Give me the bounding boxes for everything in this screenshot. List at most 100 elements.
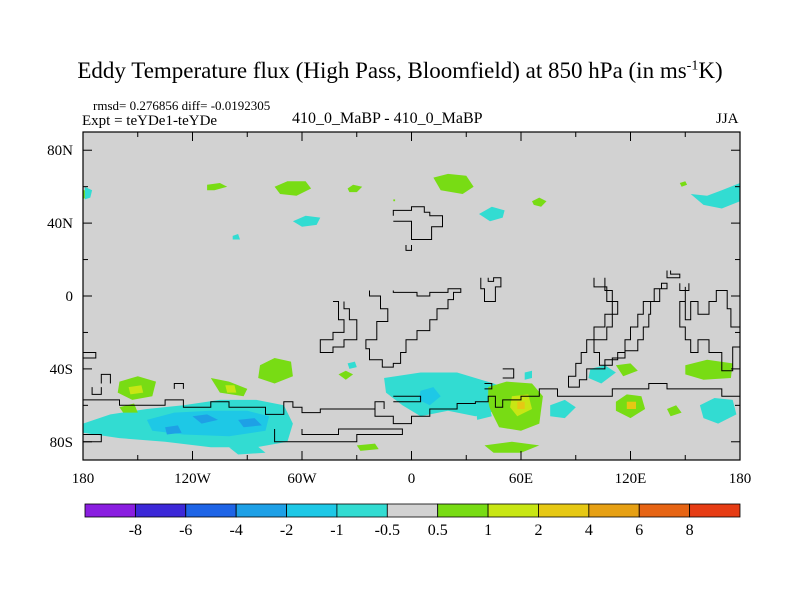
contour-region xyxy=(615,363,638,377)
colorbar-label: 2 xyxy=(534,522,542,539)
contour-region xyxy=(128,385,144,395)
season-label: JJA xyxy=(716,111,739,127)
land-outline xyxy=(679,286,740,372)
x-tick-label: 60E xyxy=(509,471,533,487)
colorbar-label: -0.5 xyxy=(375,522,400,539)
contour-region xyxy=(84,186,93,200)
land-outline xyxy=(392,206,443,240)
contour-region xyxy=(699,398,737,424)
contour-region xyxy=(690,183,740,209)
land-outline xyxy=(480,277,502,302)
contour-region xyxy=(207,183,228,191)
x-tick-label: 180 xyxy=(72,471,95,487)
land-outline xyxy=(100,373,111,384)
contour-region xyxy=(232,234,240,240)
land-outline xyxy=(365,288,462,368)
land-outline xyxy=(173,383,184,389)
colorbar-label: 4 xyxy=(585,522,593,539)
colorbar-swatch xyxy=(235,503,287,518)
contour-region xyxy=(393,199,396,202)
contour-region xyxy=(588,365,616,384)
land-outline xyxy=(83,434,102,443)
contour-region xyxy=(292,215,321,227)
colorbar-swatch xyxy=(588,503,640,518)
contour-region xyxy=(347,184,363,193)
run-label: 410_0_MaBP - 410_0_MaBP xyxy=(292,110,483,127)
contour-region xyxy=(517,401,525,409)
y-tick-label: 40N xyxy=(47,216,73,232)
contour-region xyxy=(484,441,540,453)
colorbar-swatch xyxy=(84,503,136,518)
land-outline xyxy=(484,383,493,390)
y-tick-label: 0 xyxy=(66,289,74,305)
contour-region xyxy=(626,401,636,409)
experiment-label: Expt = teYDe1-teYDe xyxy=(82,113,218,129)
land-outline xyxy=(83,352,97,359)
colorbar-swatch xyxy=(638,503,691,518)
x-tick-label: 120W xyxy=(174,471,212,487)
land-outline xyxy=(679,283,690,291)
land-outline xyxy=(83,383,740,425)
land-outline xyxy=(319,301,358,353)
contour-region xyxy=(433,173,474,194)
contour-region xyxy=(238,418,262,428)
colorbar-label: -6 xyxy=(179,522,192,539)
colorbar-swatch xyxy=(487,503,539,518)
title-superscript: -1 xyxy=(686,58,699,74)
colorbar-swatch xyxy=(336,503,388,518)
colorbar-label: -2 xyxy=(280,522,293,539)
y-tick-label: 80S xyxy=(50,435,73,451)
contour-region xyxy=(192,414,218,424)
land-outline xyxy=(405,245,412,251)
contour-region xyxy=(667,405,682,417)
contour-region xyxy=(685,359,733,380)
contour-region xyxy=(479,206,505,222)
contour-region xyxy=(229,445,266,455)
colorbar-swatch xyxy=(538,503,590,518)
contour-fill-group xyxy=(83,173,740,455)
x-tick-label: 120E xyxy=(615,471,647,487)
colorbar-label: 1 xyxy=(484,522,492,539)
y-tick-label: 40S xyxy=(50,362,73,378)
contour-region xyxy=(679,181,688,187)
y-tick-label: 80N xyxy=(47,143,73,159)
contour-region xyxy=(338,370,354,380)
colorbar-swatch xyxy=(286,503,338,518)
land-outline xyxy=(91,387,102,395)
contour-region xyxy=(418,387,441,406)
contour-region xyxy=(356,443,379,451)
x-tick-label: 0 xyxy=(408,471,416,487)
colorbar-label: -4 xyxy=(229,522,242,539)
contour-region xyxy=(475,401,492,420)
land-outline xyxy=(274,428,403,443)
colorbar-swatch xyxy=(134,503,187,518)
land-outline xyxy=(502,368,515,379)
colorbar-swatch xyxy=(386,503,439,518)
stats-label: rmsd= 0.276856 diff= -0.0192305 xyxy=(93,98,271,113)
colorbar-swatch xyxy=(437,503,489,518)
contour-region xyxy=(550,399,576,419)
x-tick-label: 180 xyxy=(729,471,752,487)
land-outline xyxy=(568,277,668,388)
contour-region xyxy=(274,181,312,196)
land-outline xyxy=(393,395,422,403)
land-outline xyxy=(666,270,681,279)
colorbar-label: 6 xyxy=(635,522,643,539)
colorbar-swatch xyxy=(689,503,741,518)
land-outline-group xyxy=(83,206,740,443)
colorbar-label: 8 xyxy=(686,522,694,539)
chart-title: Eddy Temperature flux (High Pass, Bloomf… xyxy=(77,58,723,83)
x-tick-label: 60W xyxy=(287,471,317,487)
contour-region xyxy=(165,425,182,435)
contour-region xyxy=(225,385,237,393)
contour-region xyxy=(524,370,532,380)
colorbar-label: -8 xyxy=(129,522,142,539)
colorbar-label: 0.5 xyxy=(428,522,448,539)
land-outline xyxy=(374,401,385,409)
contour-region xyxy=(347,361,357,369)
colorbar-label: -1 xyxy=(330,522,343,539)
contour-region xyxy=(258,358,293,384)
contour-region xyxy=(532,197,547,207)
colorbar-swatch xyxy=(185,503,237,518)
